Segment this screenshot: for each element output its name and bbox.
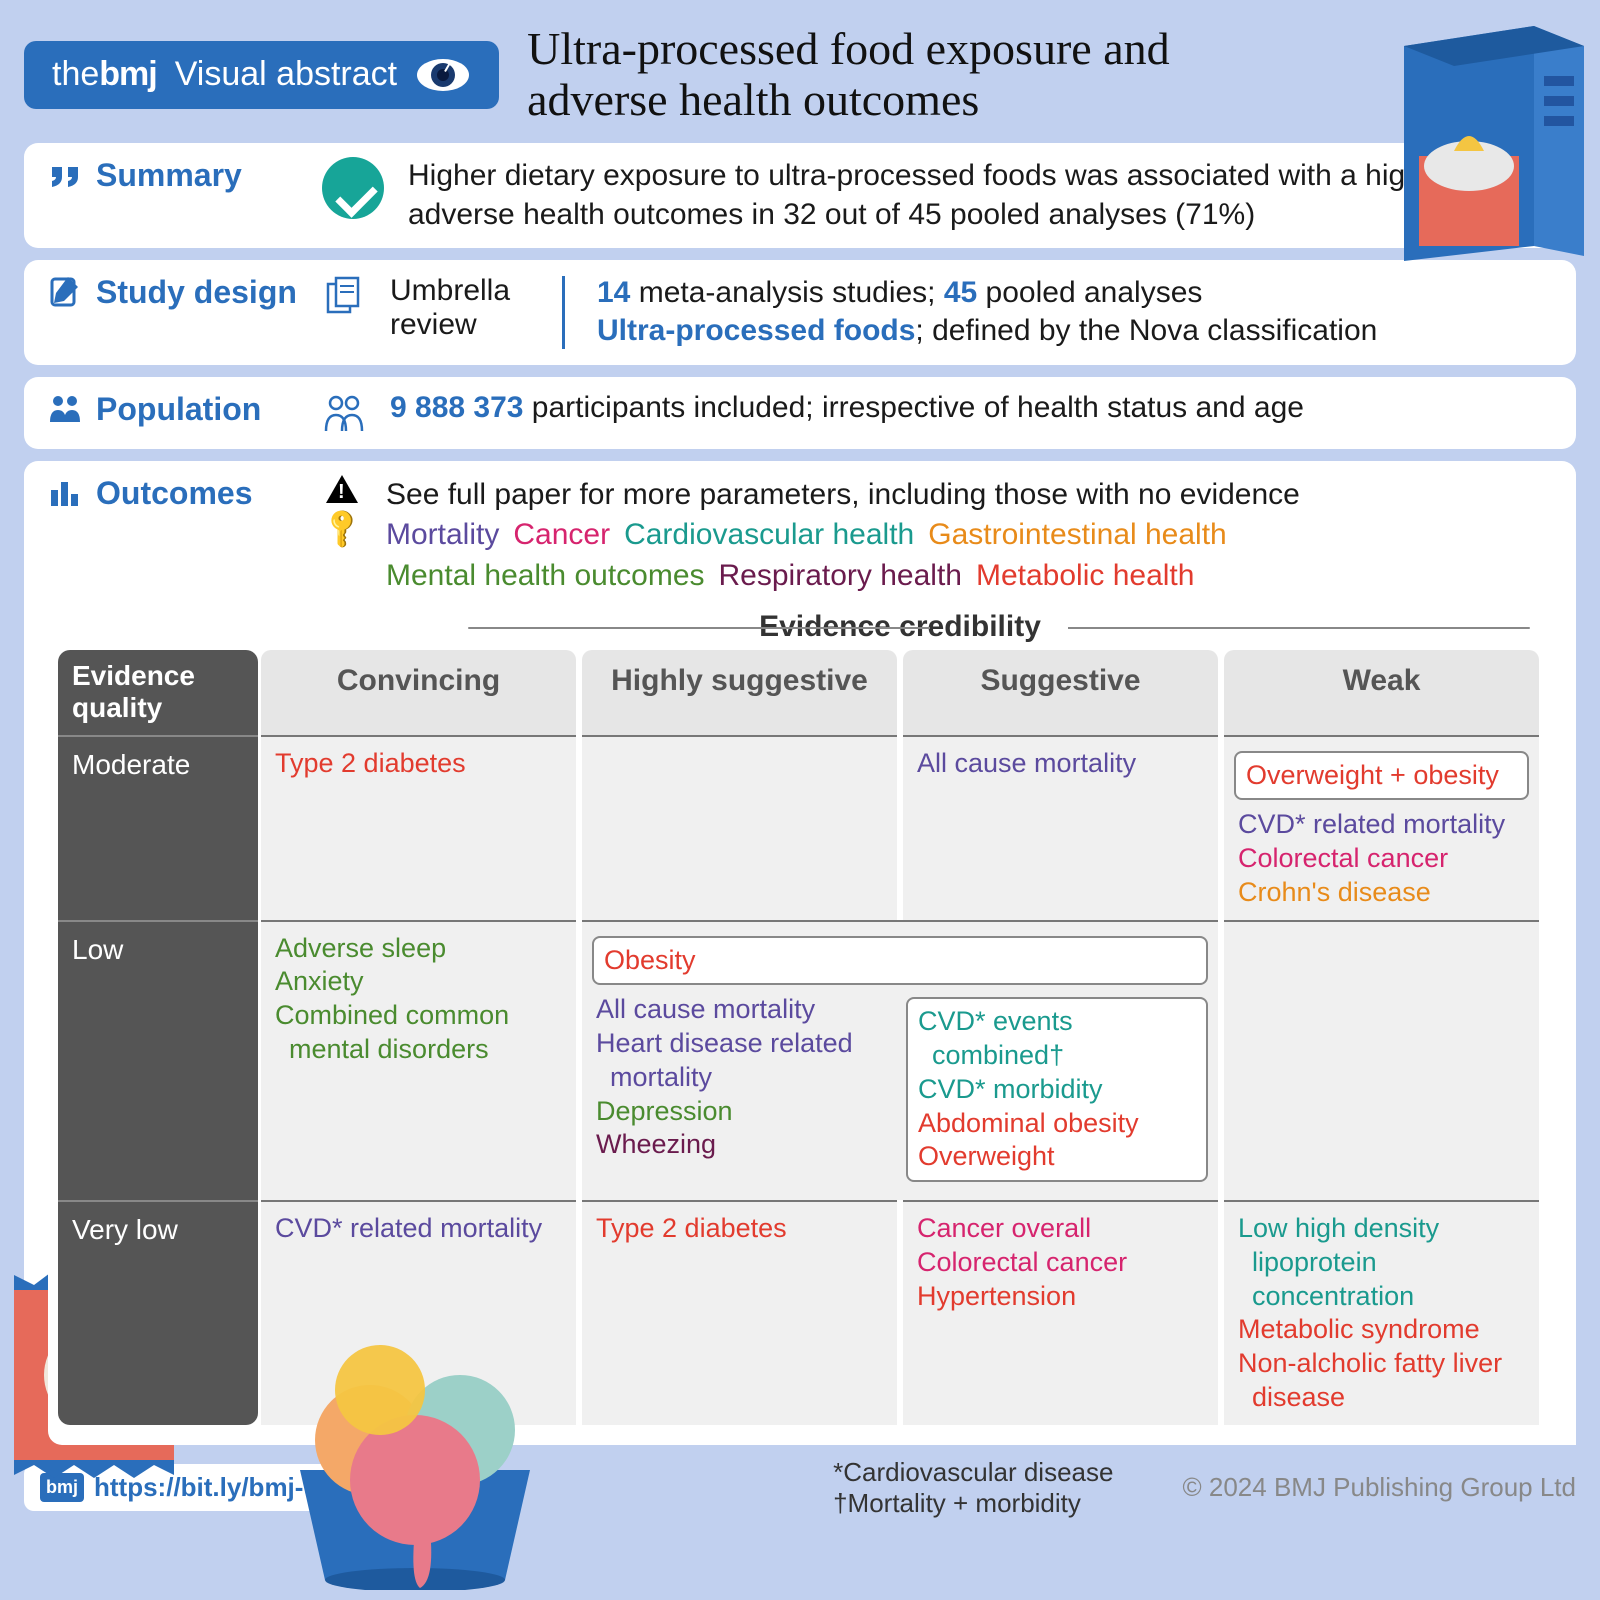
- icecream-illustration: [260, 1330, 570, 1590]
- copyright: © 2024 BMJ Publishing Group Ltd: [1183, 1472, 1577, 1503]
- warning-icon: [326, 475, 358, 503]
- eye-icon: [415, 55, 471, 95]
- study-design-card: Study design Umbrella review 14 meta-ana…: [24, 260, 1576, 365]
- papers-icon: [322, 274, 366, 318]
- people-icon: [48, 392, 82, 426]
- population-text: 9 888 373 participants included; irrespe…: [390, 391, 1304, 425]
- study-design-label: Study design: [48, 274, 298, 311]
- cell: Low high density lipoprotein concentrati…: [1224, 1200, 1539, 1425]
- check-icon: [322, 157, 384, 219]
- col-header: Weak: [1224, 650, 1539, 734]
- visual-abstract-label: Visual abstract: [175, 55, 397, 94]
- evidence-quality-header: Evidence quality: [58, 650, 258, 734]
- bmj-badge: thebmj Visual abstract: [24, 41, 499, 109]
- cell: ObesityAll cause mortalityHeart disease …: [582, 920, 1218, 1201]
- outcomes-note: See full paper for more parameters, incl…: [386, 475, 1552, 516]
- legend-item: Mental health outcomes: [386, 556, 705, 597]
- pencil-icon: [48, 275, 82, 309]
- evidence-table: Evidence credibility Evidence quality Co…: [48, 602, 1552, 1444]
- legend-item: Gastrointestinal health: [928, 515, 1227, 556]
- footnotes: *Cardiovascular disease †Mortality + mor…: [833, 1457, 1113, 1519]
- cell: Overweight + obesityCVD* related mortali…: [1224, 735, 1539, 920]
- legend-item: Mortality: [386, 515, 499, 556]
- outcomes-legend: Mortality Cancer Cardiovascular health Gast…: [386, 515, 1552, 596]
- col-header: Highly suggestive: [582, 650, 897, 734]
- key-icon: 🔑: [318, 503, 366, 551]
- outcomes-card: Outcomes 🔑 See full paper for more param…: [24, 461, 1576, 1445]
- population-card: Population 9 888 373 participants includ…: [24, 377, 1576, 449]
- study-design-type: Umbrella review: [390, 274, 530, 342]
- bmj-logo: thebmj: [52, 55, 157, 94]
- col-header: Suggestive: [903, 650, 1218, 734]
- quote-icon: [48, 159, 82, 193]
- cell: [582, 735, 897, 920]
- cell: Type 2 diabetes: [261, 735, 576, 920]
- cell: [1224, 920, 1539, 1201]
- bars-icon: [48, 476, 82, 510]
- cell: Cancer overallColorectal cancerHypertens…: [903, 1200, 1218, 1425]
- summary-text: Higher dietary exposure to ultra-process…: [408, 157, 1552, 234]
- footer: bmj https://bit.ly/bmj-ultpro *Cardiovas…: [24, 1457, 1576, 1519]
- cereal-box-illustration: [1384, 6, 1594, 266]
- legend-item: Cardiovascular health: [624, 515, 914, 556]
- row-verylow: Very low: [58, 1200, 258, 1425]
- cell: Adverse sleepAnxietyCombined common ment…: [261, 920, 576, 1201]
- summary-card: Summary Higher dietary exposure to ultra…: [24, 143, 1576, 248]
- population-label: Population: [48, 391, 298, 428]
- divider: [562, 276, 565, 349]
- page-title: Ultra-processed food exposure and advers…: [527, 24, 1247, 125]
- header: thebmj Visual abstract Ultra-processed f…: [24, 24, 1576, 125]
- study-design-detail: 14 meta-analysis studies; 45 pooled anal…: [597, 274, 1552, 351]
- legend-item: Cancer: [513, 515, 610, 556]
- row-low: Low: [58, 920, 258, 1201]
- people-outline-icon: [322, 391, 366, 435]
- legend-item: Respiratory health: [719, 556, 962, 597]
- cell: All cause mortality: [903, 735, 1218, 920]
- summary-label: Summary: [48, 157, 298, 194]
- col-header: Convincing: [261, 650, 576, 734]
- cell: Type 2 diabetes: [582, 1200, 897, 1425]
- outcomes-label: Outcomes: [48, 475, 298, 512]
- legend-item: Metabolic health: [976, 556, 1194, 597]
- credibility-title: Evidence credibility: [258, 610, 1542, 644]
- row-moderate: Moderate: [58, 735, 258, 920]
